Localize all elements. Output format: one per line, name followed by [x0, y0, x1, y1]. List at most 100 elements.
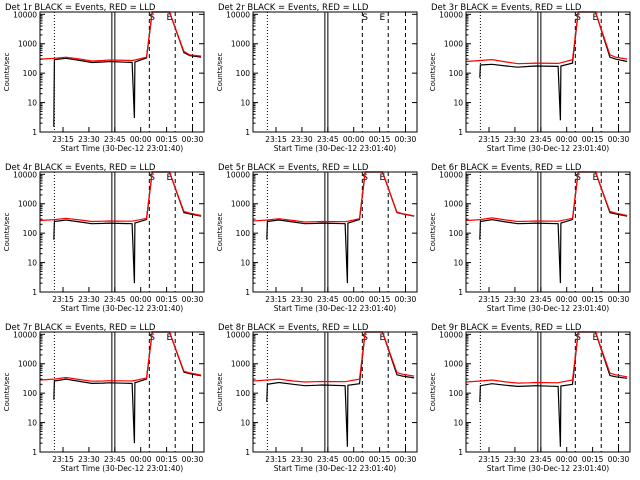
reference-lines: [479, 12, 619, 132]
y-tick-label: 1: [245, 288, 250, 297]
plot-frame: [39, 171, 205, 293]
x-tick-label: 00:00: [130, 295, 152, 304]
x-tick-label: 23:45: [317, 135, 339, 144]
marker-s: S: [575, 173, 581, 183]
marker-e: E: [379, 13, 385, 23]
x-tick-label: 00:00: [343, 295, 365, 304]
x-tick-label: 23:45: [530, 295, 552, 304]
y-tick-label: 1000: [18, 200, 37, 209]
y-tick-label: 100: [449, 229, 464, 238]
series-events-line: [479, 331, 628, 447]
x-tick-label: 23:30: [78, 455, 100, 464]
y-tick-label: 100: [23, 229, 38, 238]
panel-title: Det 9r BLACK = Events, RED = LLD: [431, 323, 582, 333]
x-tick-label: 23:30: [291, 135, 313, 144]
series-lld-line: [465, 331, 628, 384]
x-tick-label: 00:15: [156, 455, 178, 464]
y-tick-label: 1: [458, 128, 463, 137]
x-tick-label: 23:15: [52, 455, 74, 464]
x-tick-label: 00:00: [130, 135, 152, 144]
x-tick-label: 00:30: [395, 455, 417, 464]
y-tick-label: 1: [32, 128, 37, 137]
x-axis-label: Start Time (30-Dec-12 23:01:40): [487, 304, 609, 313]
x-tick-label: 00:30: [395, 135, 417, 144]
y-tick-label: 10000: [226, 10, 250, 19]
marker-s: S: [149, 333, 155, 343]
y-tick-label: 1: [245, 128, 250, 137]
y-tick-label: 10: [453, 259, 463, 268]
series-events-line: [266, 171, 415, 284]
x-tick-label: 00:15: [369, 135, 391, 144]
y-tick-label: 1: [32, 288, 37, 297]
panel-title: Det 6r BLACK = Events, RED = LLD: [431, 163, 582, 173]
reference-lines: [479, 172, 619, 292]
x-tick-label: 00:00: [343, 455, 365, 464]
x-tick-label: 00:15: [369, 455, 391, 464]
plot-frame: [39, 11, 205, 133]
reference-lines: [266, 12, 406, 132]
x-tick-label: 23:15: [265, 135, 287, 144]
reference-lines: [266, 332, 406, 452]
x-tick-label: 00:30: [608, 295, 630, 304]
x-tick-label: 23:45: [317, 455, 339, 464]
marker-e: E: [379, 333, 385, 343]
y-tick-label: 10: [453, 99, 463, 108]
marker-e: E: [592, 13, 598, 23]
y-tick-label: 10000: [439, 10, 463, 19]
x-tick-label: 00:00: [130, 455, 152, 464]
y-tick-label: 1: [458, 288, 463, 297]
y-tick-label: 100: [236, 229, 251, 238]
x-tick-label: 23:30: [78, 295, 100, 304]
y-tick-label: 10: [27, 259, 37, 268]
marker-s: S: [149, 173, 155, 183]
plot-frame: [465, 11, 631, 133]
x-tick-label: 23:45: [317, 295, 339, 304]
marker-e: E: [592, 173, 598, 183]
panel-title: Det 4r BLACK = Events, RED = LLD: [5, 163, 156, 173]
x-axis-label: Start Time (30-Dec-12 23:01:40): [274, 464, 396, 473]
y-axis-label: Counts/sec: [429, 53, 437, 92]
y-tick-label: 1000: [18, 40, 37, 49]
y-axis-label: Counts/sec: [429, 213, 437, 252]
x-tick-label: 00:15: [582, 295, 604, 304]
x-tick-label: 23:30: [291, 295, 313, 304]
y-tick-label: 1000: [231, 200, 250, 209]
series-lld-line: [252, 171, 415, 223]
x-tick-label: 00:30: [182, 135, 204, 144]
plot-frame: [252, 11, 418, 133]
y-tick-label: 10000: [13, 10, 37, 19]
reference-lines: [479, 332, 619, 452]
panel-title: Det 3r BLACK = Events, RED = LLD: [431, 3, 582, 13]
panel-title: Det 2r BLACK = Events, RED = LLD: [218, 3, 369, 13]
y-tick-label: 1000: [231, 360, 250, 369]
x-tick-label: 23:30: [504, 295, 526, 304]
x-tick-label: 23:30: [504, 455, 526, 464]
x-tick-label: 00:15: [156, 135, 178, 144]
x-tick-label: 00:30: [608, 135, 630, 144]
y-tick-label: 100: [23, 389, 38, 398]
x-axis-label: Start Time (30-Dec-12 23:01:40): [274, 304, 396, 313]
x-tick-label: 23:30: [78, 135, 100, 144]
x-tick-label: 00:00: [556, 135, 578, 144]
y-tick-label: 10: [240, 99, 250, 108]
y-tick-label: 1000: [444, 200, 463, 209]
series-lld-line: [39, 331, 202, 382]
x-tick-label: 23:15: [265, 455, 287, 464]
x-tick-label: 00:15: [369, 295, 391, 304]
y-tick-label: 100: [449, 389, 464, 398]
plot-frame: [252, 171, 418, 293]
x-tick-label: 00:15: [582, 455, 604, 464]
y-tick-label: 100: [23, 69, 38, 78]
y-tick-label: 10: [27, 99, 37, 108]
reference-lines: [53, 332, 193, 452]
panel-title: Det 7r BLACK = Events, RED = LLD: [5, 323, 156, 333]
x-tick-label: 23:15: [265, 295, 287, 304]
y-axis-label: Counts/sec: [216, 213, 224, 252]
